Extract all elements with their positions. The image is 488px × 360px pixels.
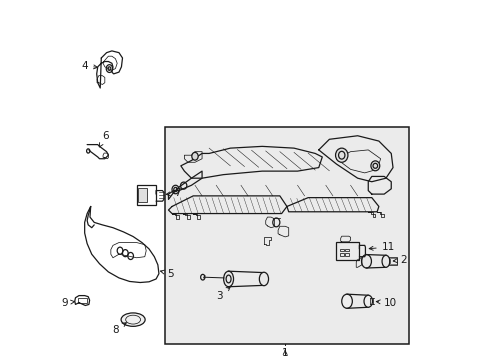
Text: 2: 2 [392, 255, 406, 265]
Text: 9: 9 [61, 298, 75, 308]
Text: 3: 3 [216, 287, 230, 301]
Bar [345, 253, 348, 256]
Bar [339, 248, 343, 251]
Ellipse shape [121, 313, 145, 327]
Ellipse shape [335, 148, 347, 162]
Ellipse shape [363, 295, 372, 307]
Text: 10: 10 [375, 298, 396, 308]
Bar [136, 185, 156, 205]
Ellipse shape [370, 161, 379, 171]
Ellipse shape [191, 152, 198, 160]
Text: 8: 8 [112, 323, 126, 334]
Bar [389, 258, 396, 265]
Ellipse shape [341, 294, 352, 308]
Ellipse shape [259, 272, 268, 286]
Text: 4: 4 [81, 61, 97, 71]
Text: 5: 5 [160, 269, 174, 279]
Bar [138, 188, 147, 202]
Text: 6: 6 [99, 131, 109, 147]
Text: 1: 1 [281, 348, 288, 358]
Bar [164, 127, 408, 345]
Bar [78, 298, 87, 303]
Bar [336, 242, 359, 260]
Text: 7: 7 [166, 188, 180, 198]
Ellipse shape [223, 271, 233, 287]
Text: 11: 11 [368, 242, 394, 252]
Bar [339, 253, 343, 256]
Ellipse shape [381, 255, 389, 267]
Bar [345, 248, 348, 251]
Ellipse shape [361, 255, 371, 268]
Bar [388, 257, 396, 265]
